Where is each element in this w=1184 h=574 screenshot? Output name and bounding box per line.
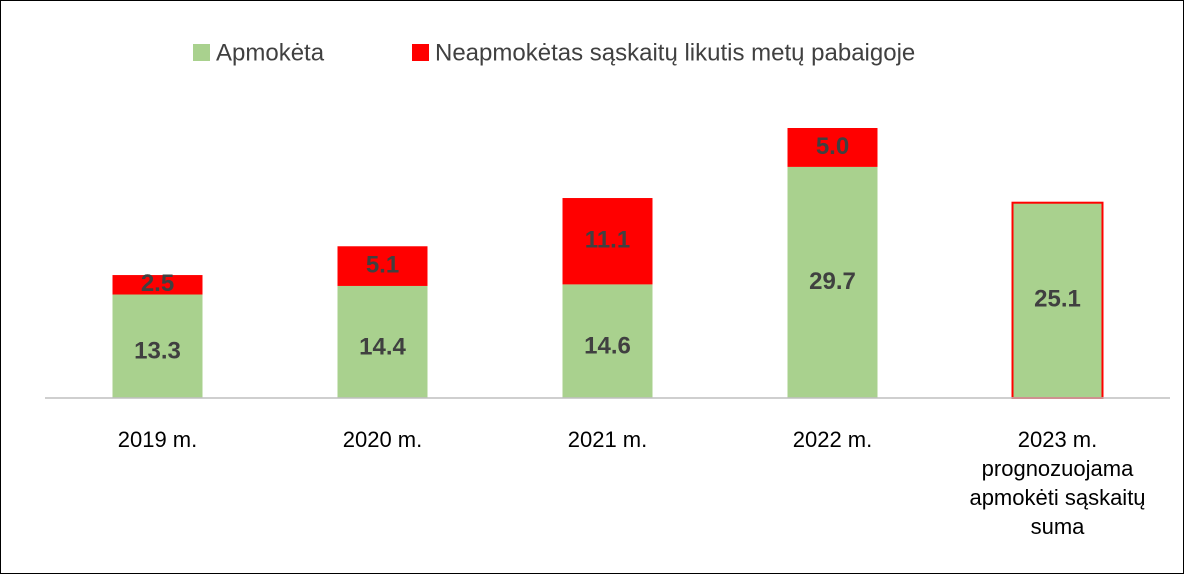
data-label: 5.0 <box>816 133 849 160</box>
x-tick-label: 2020 m. <box>342 427 423 452</box>
x-tick-label: 2023 m. prognozuojama apmokėti sąskaitų … <box>969 427 1146 539</box>
data-label: 13.3 <box>134 338 181 365</box>
bar-segment <box>112 275 203 295</box>
bar-segment <box>787 166 878 398</box>
data-label: 5.1 <box>366 251 399 278</box>
data-label: 29.7 <box>809 268 856 295</box>
legend-swatch <box>412 44 429 61</box>
x-tick-label: 2019 m. <box>117 427 198 452</box>
data-label: 2.5 <box>141 270 174 297</box>
data-label: 14.6 <box>584 333 631 360</box>
data-label: 11.1 <box>585 227 630 254</box>
bar-segment <box>112 294 203 398</box>
bar-segment <box>562 284 653 398</box>
x-tick-label: 2021 m. <box>567 427 648 452</box>
bar-segment <box>562 198 653 285</box>
legend-swatch <box>193 44 210 61</box>
data-label: 25.1 <box>1034 286 1081 313</box>
bar-segment <box>787 128 878 167</box>
bar-segment <box>337 285 428 398</box>
data-label: 14.4 <box>359 333 406 360</box>
bar-segment <box>337 246 428 286</box>
legend-label: Apmokėta <box>216 39 325 66</box>
legend-label: Neapmokėtas sąskaitų likutis metų pabaig… <box>435 39 915 66</box>
x-tick-label: 2022 m. <box>792 427 873 452</box>
